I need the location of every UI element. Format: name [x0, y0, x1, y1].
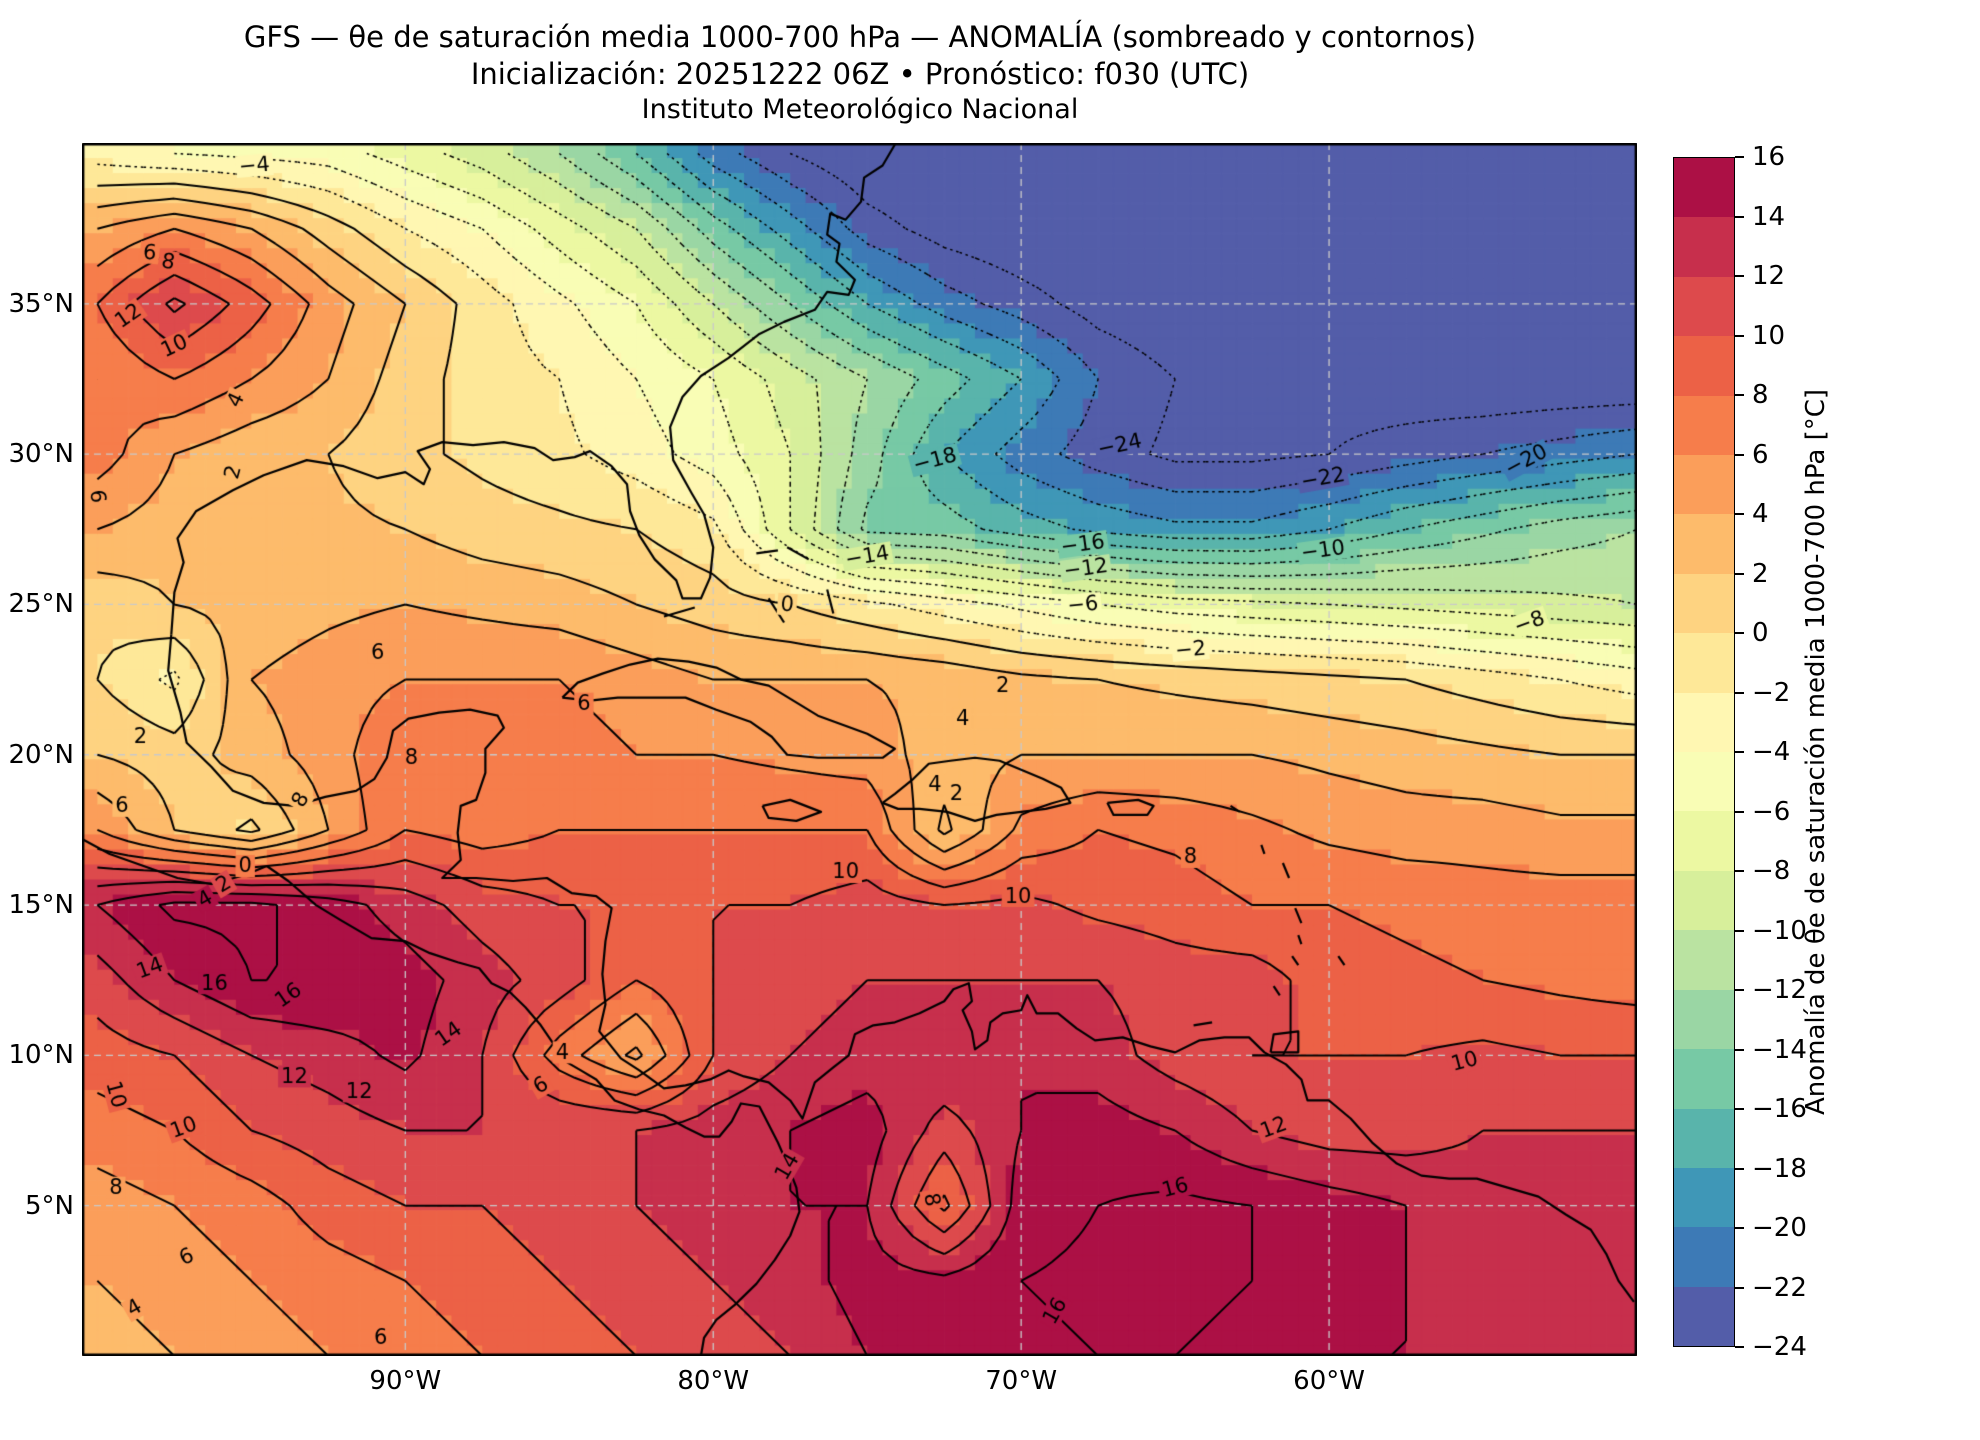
colorbar-tick-label-14: 14 — [1752, 201, 1786, 232]
y-tick-35°N: 35°N — [8, 288, 74, 319]
colorbar-swatch-19 — [1674, 1286, 1734, 1347]
chart-subtitle-institution: Instituto Meteorológico Nacional — [641, 94, 1079, 125]
colorbar-tick-label--6: −6 — [1752, 796, 1791, 827]
y-tick-25°N: 25°N — [8, 589, 74, 620]
colorbar-swatch-5 — [1674, 455, 1734, 515]
colorbar-swatch-2 — [1674, 276, 1734, 337]
colorbar-swatch-1 — [1674, 217, 1734, 277]
colorbar-tick-mark--22 — [1735, 1286, 1744, 1289]
colorbar-swatch-16 — [1674, 1108, 1734, 1168]
colorbar-swatch-6 — [1674, 514, 1734, 574]
colorbar-gradient — [1673, 157, 1735, 1347]
colorbar-tick-label--24: −24 — [1752, 1332, 1807, 1362]
map-canvas — [82, 143, 1637, 1356]
colorbar-tick-mark--14 — [1735, 1048, 1744, 1051]
colorbar-tick-label--8: −8 — [1752, 856, 1791, 886]
colorbar-tick-mark-8 — [1735, 394, 1744, 396]
colorbar-swatch-3 — [1674, 336, 1734, 396]
colorbar-tick-mark--12 — [1735, 989, 1744, 991]
colorbar-tick-mark--16 — [1735, 1108, 1744, 1110]
x-tick-80°W: 80°W — [677, 1366, 750, 1396]
colorbar-tick-mark--18 — [1735, 1167, 1744, 1170]
colorbar-swatch-7 — [1674, 573, 1734, 634]
colorbar-swatch-0 — [1674, 158, 1734, 218]
colorbar-tick-mark-4 — [1735, 513, 1744, 515]
colorbar-tick-label--2: −2 — [1752, 677, 1791, 708]
x-tick-70°W: 70°W — [985, 1366, 1058, 1396]
y-tick-10°N: 10°N — [8, 1040, 74, 1071]
colorbar-tick-mark-6 — [1735, 453, 1744, 456]
colorbar-tick-label--20: −20 — [1752, 1213, 1807, 1243]
colorbar-swatch-14 — [1674, 989, 1734, 1050]
chart-subtitle-init-forecast: Inicialización: 20251222 06Z • Pronóstic… — [470, 57, 1250, 91]
colorbar-tick-mark-16 — [1735, 156, 1744, 158]
chart-title: GFS — θe de saturación media 1000-700 hP… — [243, 20, 1477, 54]
colorbar-tick-label-12: 12 — [1752, 261, 1786, 291]
x-tick-90°W: 90°W — [369, 1366, 442, 1396]
colorbar-tick-label--12: −12 — [1752, 975, 1807, 1005]
y-tick-15°N: 15°N — [8, 890, 74, 921]
colorbar-tick-mark--20 — [1735, 1227, 1744, 1229]
colorbar-swatch-9 — [1674, 692, 1734, 753]
colorbar-tick-mark--8 — [1735, 870, 1744, 872]
colorbar-swatch-11 — [1674, 811, 1734, 871]
colorbar-tick-label-16: 16 — [1752, 142, 1786, 172]
y-tick-5°N: 5°N — [25, 1190, 74, 1221]
colorbar-tick-mark-12 — [1735, 275, 1744, 277]
colorbar-title: Anomalía de θe de saturación media 1000-… — [1801, 388, 1831, 1116]
colorbar-swatch-10 — [1674, 752, 1734, 812]
colorbar-swatch-15 — [1674, 1049, 1734, 1109]
colorbar-tick-mark-0 — [1735, 632, 1744, 634]
colorbar-tick-label--22: −22 — [1752, 1272, 1807, 1303]
colorbar-tick-label--14: −14 — [1752, 1034, 1807, 1065]
colorbar-tick-label--4: −4 — [1752, 737, 1791, 767]
colorbar-tick-label-8: 8 — [1752, 380, 1769, 410]
colorbar-tick-label--10: −10 — [1752, 915, 1807, 946]
colorbar-tick-mark--6 — [1735, 810, 1744, 813]
colorbar-tick-label--18: −18 — [1752, 1153, 1807, 1184]
colorbar-tick-label-4: 4 — [1752, 499, 1769, 529]
colorbar-tick-label-2: 2 — [1752, 558, 1769, 589]
colorbar-tick-mark-10 — [1735, 334, 1744, 337]
colorbar-tick-mark--24 — [1735, 1346, 1744, 1348]
colorbar-swatch-13 — [1674, 930, 1734, 990]
colorbar-swatch-8 — [1674, 633, 1734, 693]
colorbar-swatch-12 — [1674, 870, 1734, 931]
x-tick-60°W: 60°W — [1293, 1366, 1365, 1396]
colorbar-swatch-4 — [1674, 395, 1734, 456]
colorbar-tick-mark--4 — [1735, 751, 1744, 753]
colorbar-tick-label--16: −16 — [1752, 1094, 1807, 1124]
colorbar-tick-mark-14 — [1735, 215, 1744, 218]
colorbar-tick-mark-2 — [1735, 572, 1744, 575]
colorbar-swatch-17 — [1674, 1167, 1734, 1228]
colorbar-tick-label-6: 6 — [1752, 439, 1769, 470]
colorbar-tick-label-0: 0 — [1752, 618, 1769, 648]
y-tick-30°N: 30°N — [8, 439, 74, 470]
colorbar-swatch-18 — [1674, 1227, 1734, 1287]
colorbar-tick-label-10: 10 — [1752, 320, 1786, 351]
y-tick-20°N: 20°N — [8, 739, 74, 770]
colorbar-tick-mark--10 — [1735, 929, 1744, 932]
colorbar-tick-mark--2 — [1735, 691, 1744, 694]
